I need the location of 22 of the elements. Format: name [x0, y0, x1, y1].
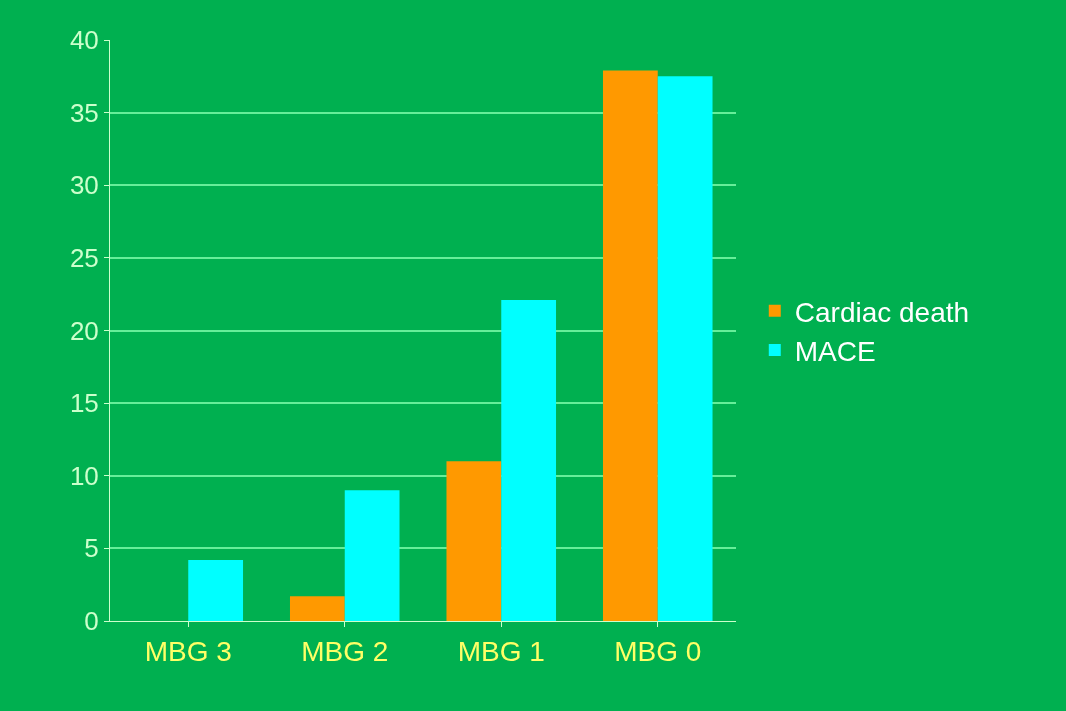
y-tick-label: 25	[69, 242, 99, 273]
x-tick-label: MBG 3	[144, 635, 232, 667]
y-tick-label: 30	[69, 170, 99, 201]
bar	[344, 490, 400, 621]
x-tick-label: MBG 2	[301, 635, 389, 667]
bar	[602, 70, 658, 621]
y-tick-label: 40	[69, 25, 99, 56]
y-tick-label: 10	[69, 460, 99, 491]
bar	[188, 560, 244, 621]
legend-label: MACE	[794, 336, 876, 368]
bar	[657, 76, 713, 621]
y-tick-label: 35	[69, 97, 99, 128]
bar	[501, 300, 557, 621]
y-tick-label: 15	[69, 388, 99, 419]
x-tick-label: MBG 1	[457, 635, 545, 667]
bar	[446, 461, 502, 621]
y-tick-label: 20	[69, 315, 99, 346]
legend-label: Cardiac death	[794, 296, 970, 328]
y-tick-label: 0	[84, 606, 99, 637]
x-tick-label: MBG 0	[614, 635, 702, 667]
y-tick-label: 5	[84, 533, 99, 564]
bar	[289, 596, 345, 621]
